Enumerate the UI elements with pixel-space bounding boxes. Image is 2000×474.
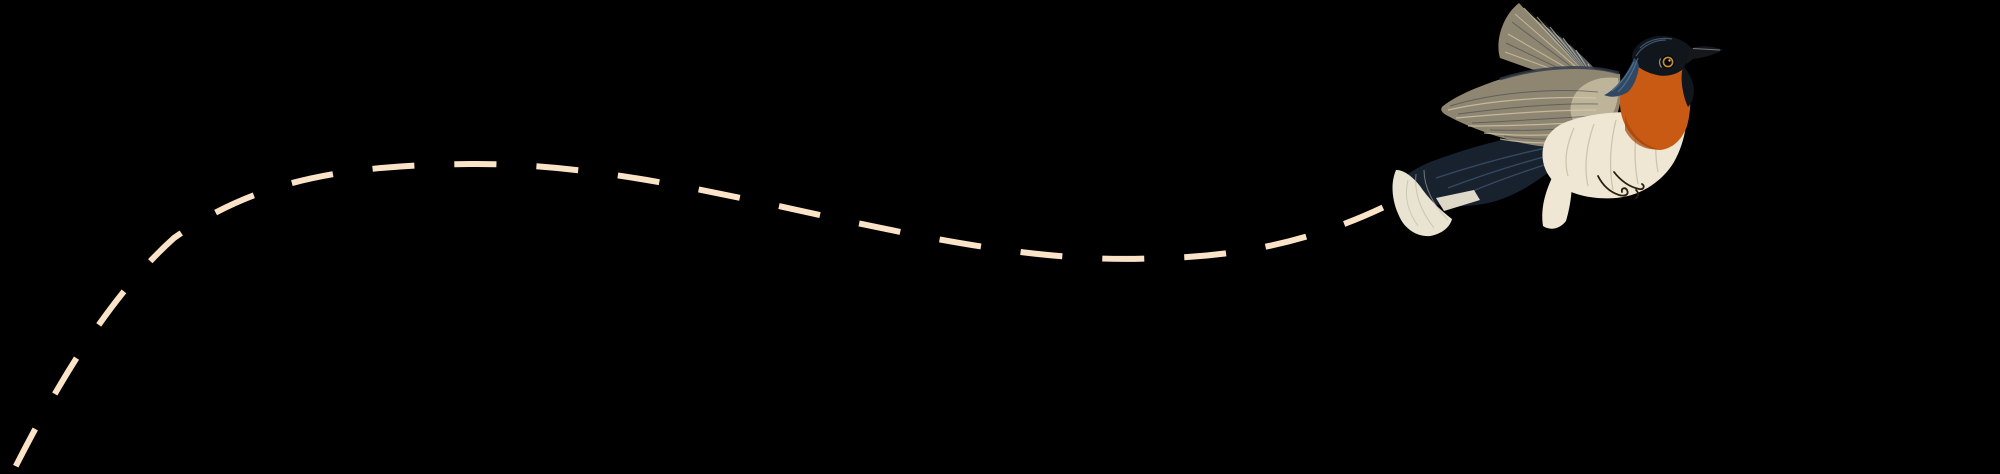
bird-tail-tip-fan xyxy=(1392,170,1452,237)
bird-feet xyxy=(1597,171,1645,199)
bird-eye-glint xyxy=(1668,59,1671,62)
bird-tail-white-band xyxy=(1436,190,1480,211)
bird-head-cap xyxy=(1632,35,1694,76)
bird-eye-ring-pale-arc xyxy=(1659,58,1662,68)
bird-head-sheen-lines xyxy=(1611,37,1673,93)
bird-throat-deep-shading xyxy=(1625,116,1658,150)
bird-eye-gold-ring xyxy=(1662,56,1674,68)
bird-throat-patch xyxy=(1620,59,1691,151)
bird-beak-highlight xyxy=(1692,48,1721,51)
bird-tail-tip-feather-lines xyxy=(1405,169,1449,229)
bird-near-wing-leading-edge xyxy=(1499,65,1620,81)
bird-bib-stripe xyxy=(1681,66,1694,107)
bird-eye xyxy=(1659,55,1675,69)
bird-nape xyxy=(1604,58,1639,97)
bird-beak xyxy=(1686,46,1723,64)
swallow-bird-illustration xyxy=(1392,3,1723,237)
bird-tail xyxy=(1398,128,1582,207)
flight-path-dashed-line xyxy=(8,160,1400,474)
